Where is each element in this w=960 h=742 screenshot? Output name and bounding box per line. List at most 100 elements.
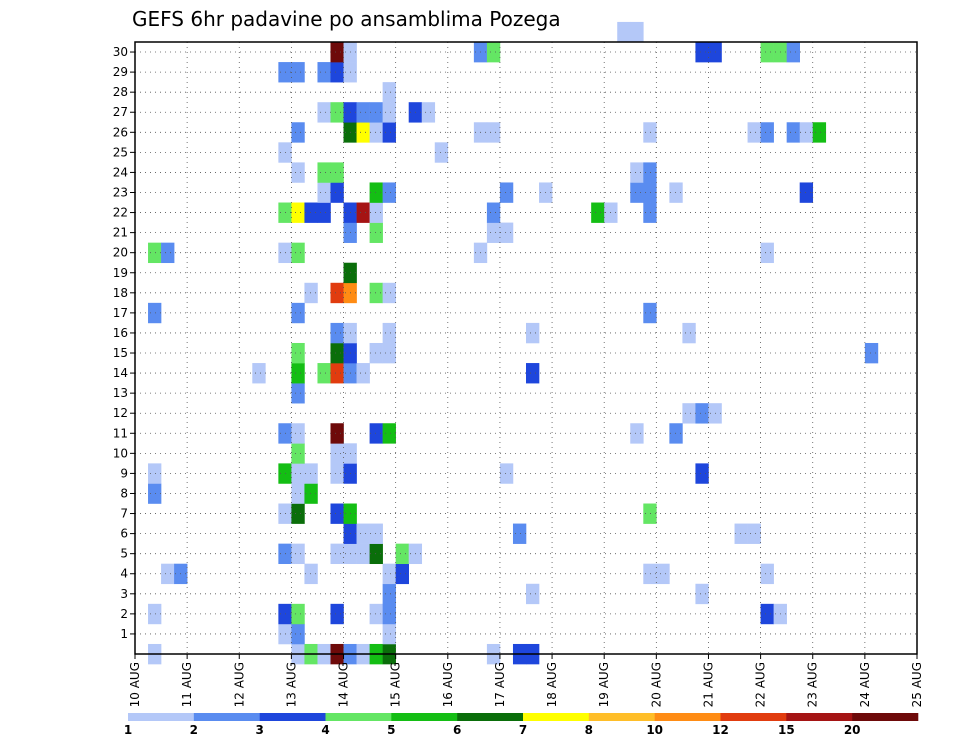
y-tick-label: 12 <box>113 406 128 420</box>
heatmap-cell <box>499 222 514 243</box>
heatmap-cell <box>812 122 827 143</box>
y-tick-label: 10 <box>113 446 128 460</box>
y-tick-label: 4 <box>120 567 128 581</box>
heatmap-cell <box>669 182 683 203</box>
colorbar-swatch <box>588 713 655 721</box>
heatmap-cell <box>760 563 774 585</box>
heatmap-cell <box>148 463 162 484</box>
heatmap-cell <box>630 423 644 444</box>
heatmap-cell <box>304 282 318 304</box>
colorbar-swatch <box>720 713 787 721</box>
heatmap-cell <box>291 423 305 444</box>
heatmap-cell <box>330 182 344 203</box>
heatmap-cell <box>369 202 383 223</box>
heatmap-cell <box>369 282 383 304</box>
heatmap-cell <box>656 563 670 585</box>
heatmap-cell <box>291 483 305 504</box>
colorbar-label: 10 <box>646 723 663 737</box>
y-tick-label: 15 <box>113 346 128 360</box>
x-tick-label: 24 AUG <box>858 662 872 707</box>
heatmap-cell <box>526 322 540 344</box>
heatmap-cell <box>369 102 383 123</box>
heatmap-cell <box>382 122 396 143</box>
heatmap-cell <box>148 242 162 264</box>
y-tick-label: 14 <box>113 366 128 380</box>
heatmap-cell <box>695 42 709 63</box>
heatmap-cell <box>330 503 344 524</box>
y-tick-label: 2 <box>120 607 128 621</box>
x-axis: 10 AUG 11 AUG 12 AUG 13 AUG 14 AUG 15 AUG 16 A… <box>128 654 924 707</box>
heatmap-cell <box>252 363 266 384</box>
heatmap-cell <box>330 42 344 63</box>
heatmap-cell <box>682 322 696 344</box>
x-tick-label: 10 AUG <box>128 662 142 707</box>
y-tick-label: 11 <box>113 426 128 440</box>
heatmap-cell <box>330 102 344 123</box>
heatmap-cell <box>643 302 657 324</box>
heatmap-cell <box>330 443 344 464</box>
colorbar-swatch <box>852 713 919 721</box>
x-tick-label: 18 AUG <box>545 662 559 707</box>
heatmap-cell <box>291 162 305 183</box>
heatmap-cell <box>291 383 305 404</box>
y-tick-label: 17 <box>113 306 128 320</box>
colorbar-swatch <box>193 713 260 721</box>
heatmap-cell <box>291 202 305 223</box>
heatmap-cell <box>317 62 331 83</box>
heatmap-cell <box>161 563 175 585</box>
heatmap-cell <box>486 202 501 223</box>
heatmap-cell <box>799 122 814 143</box>
y-tick-label: 5 <box>120 547 128 561</box>
colorbar-label: 7 <box>519 723 527 737</box>
heatmap-cell <box>330 363 344 384</box>
heatmap-cell <box>382 603 396 625</box>
heatmap-cell <box>148 483 162 504</box>
heatmap-cell <box>695 403 709 424</box>
x-tick-label: 15 AUG <box>389 662 403 707</box>
x-tick-label: 25 AUG <box>910 662 924 707</box>
colorbar-label: 2 <box>190 723 198 737</box>
heatmap-cell <box>643 503 657 524</box>
heatmap-cell <box>617 21 631 43</box>
y-tick-label: 16 <box>113 326 128 340</box>
heatmap-cell <box>317 363 331 384</box>
heatmap-cell <box>382 322 396 344</box>
colorbar-label: 8 <box>585 723 593 737</box>
heatmap-cell <box>304 463 318 484</box>
heatmap-cell <box>799 182 814 203</box>
heatmap-cell <box>382 82 396 103</box>
heatmap-cell <box>148 302 162 324</box>
y-tick-label: 29 <box>113 65 128 79</box>
chart-title: GEFS 6hr padavine po ansamblima Pozega <box>132 7 561 31</box>
heatmap-cell <box>291 463 305 484</box>
heatmap-cell <box>421 102 436 123</box>
heatmap-cell <box>304 483 318 504</box>
heatmap-cell <box>148 603 162 625</box>
y-tick-label: 18 <box>113 286 128 300</box>
heatmap-cell <box>161 242 175 264</box>
heatmap-cell <box>760 603 774 625</box>
heatmap-cell <box>382 282 396 304</box>
heatmap-cell <box>330 463 344 484</box>
heatmap-cell <box>643 182 657 203</box>
heatmap-cell <box>695 583 709 605</box>
heatmap-cell <box>486 122 501 143</box>
x-tick-label: 13 AUG <box>284 662 298 707</box>
heatmap-cell <box>382 182 396 203</box>
plot-frame <box>134 41 918 655</box>
heatmap-cell <box>330 322 344 344</box>
y-tick-label: 24 <box>113 165 128 179</box>
heatmap-cell <box>369 222 383 243</box>
heatmap-cell <box>512 523 527 544</box>
heatmap-cell <box>317 162 331 183</box>
heatmap-cell <box>682 403 696 424</box>
colorbar-swatch <box>457 713 524 721</box>
colorbar-swatch <box>259 713 326 721</box>
heatmap-cell <box>643 122 657 143</box>
x-tick-label: 11 AUG <box>180 662 194 707</box>
heatmap-cell <box>291 543 305 565</box>
y-tick-label: 8 <box>120 486 128 500</box>
heatmap-cell <box>643 202 657 223</box>
heatmap-cell <box>330 603 344 625</box>
heatmap-cell <box>630 162 644 183</box>
